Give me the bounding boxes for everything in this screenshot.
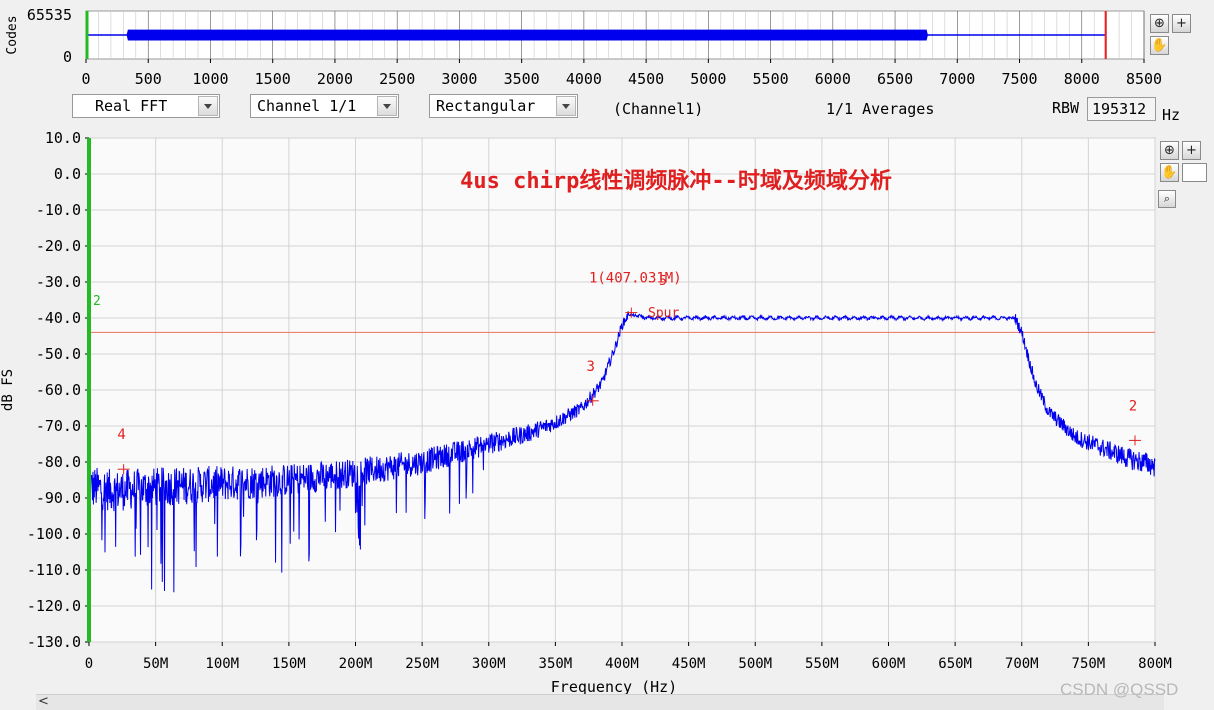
spectrum-xlabel: Frequency (Hz)	[551, 678, 677, 696]
spectrum-y-tick-label: -100.0	[27, 525, 81, 543]
time-x-tick-label: 500	[135, 70, 162, 88]
spectrum-x-tick-label: 800M	[1138, 656, 1172, 672]
spectrum-x-tick-label: 350M	[539, 656, 573, 672]
horizontal-scrollbar[interactable]: <	[36, 694, 1164, 710]
time-x-tick-label: 2000	[317, 70, 353, 88]
spectrum-y-tick-label: -110.0	[27, 561, 81, 579]
time-x-tick-label: 3500	[504, 70, 540, 88]
spectrum-y-tick-label: -10.0	[36, 201, 81, 219]
spectrum-x-tick-label: 550M	[805, 656, 839, 672]
watermark: CSDN @QSSD	[1060, 680, 1179, 699]
spectrum-y-tick-label: -90.0	[36, 489, 81, 507]
time-ytick-min: 0	[63, 48, 72, 66]
plus-icon[interactable]: +	[1182, 141, 1201, 160]
spectrum-x-tick-label: 500M	[738, 656, 772, 672]
time-x-tick-label: 0	[81, 70, 90, 88]
spectrum-y-tick-label: 10.0	[45, 129, 81, 147]
spectrum-title: 4us chirp线性调频脉冲--时域及频域分析	[460, 168, 892, 194]
time-x-tick-label: 2500	[379, 70, 415, 88]
magnifier-icon[interactable]: ⌕	[1158, 190, 1176, 208]
time-x-tick-label: 6500	[877, 70, 913, 88]
spectrum-x-tick-label: 600M	[872, 656, 906, 672]
time-ytick-max: 65535	[27, 6, 72, 24]
time-x-tick-label: 7500	[1001, 70, 1037, 88]
time-x-tick-label: 4500	[628, 70, 664, 88]
spectrum-y-tick-label: -120.0	[27, 597, 81, 615]
spectrum-x-tick-label: 400M	[605, 656, 639, 672]
time-x-tick-label: 3000	[441, 70, 477, 88]
rbw-field[interactable]: 195312	[1087, 97, 1156, 121]
spectrum-y-tick-label: -70.0	[36, 417, 81, 435]
time-x-tick-label: 1000	[192, 70, 228, 88]
fft-type-value: Real FFT	[95, 97, 168, 115]
blank-tool[interactable]	[1182, 163, 1207, 182]
spectrum-x-tick-label: 650M	[938, 656, 972, 672]
spectrum-y-tick-label: -20.0	[36, 237, 81, 255]
channel-name: (Channel1)	[613, 100, 704, 118]
spectrum-y-tick-label: -130.0	[27, 633, 81, 651]
spectrum-x-tick-label: 200M	[339, 656, 373, 672]
window-select[interactable]: Rectangular	[429, 94, 578, 118]
hand-icon[interactable]: ✋	[1160, 163, 1179, 182]
spectrum-y-tick-label: 0.0	[54, 165, 81, 183]
spur-label: Spur	[648, 306, 679, 321]
time-x-tick-label: 8000	[1064, 70, 1100, 88]
marker-label: 3	[586, 359, 594, 375]
spectrum-x-tick-label: 100M	[205, 656, 239, 672]
time-x-tick-label: 5500	[753, 70, 789, 88]
spectrum-x-tick-label: 250M	[405, 656, 439, 672]
time-x-tick-label: 8500	[1126, 70, 1162, 88]
spectrum-x-tick-label: 450M	[672, 656, 706, 672]
left-cursor-label: 2	[93, 294, 101, 309]
channel-value: Channel 1/1	[257, 97, 357, 115]
marker-label: 2	[1129, 398, 1137, 414]
plus-icon[interactable]: +	[1172, 14, 1191, 33]
time-x-tick-label: 5000	[690, 70, 726, 88]
zoom-icon[interactable]: ⊕	[1160, 141, 1179, 160]
rbw-value: 195312	[1092, 100, 1147, 118]
fft-type-select[interactable]: Real FFT	[72, 94, 220, 118]
marker-label: 1(407.031M)	[589, 271, 682, 287]
spectrum-x-tick-label: 50M	[143, 656, 168, 672]
time-ylabel: Codes	[5, 15, 20, 54]
chevron-down-icon	[556, 96, 576, 116]
spectrum-y-tick-label: -40.0	[36, 309, 81, 327]
spectrum-y-tick-label: -60.0	[36, 381, 81, 399]
spectrum-x-tick-label: 750M	[1072, 656, 1106, 672]
marker-label: 4	[117, 427, 125, 443]
window-value: Rectangular	[436, 97, 536, 115]
spectrum-y-tick-label: -80.0	[36, 453, 81, 471]
chevron-down-icon	[377, 96, 397, 116]
time-x-tick-label: 4000	[566, 70, 602, 88]
zoom-icon[interactable]: ⊕	[1150, 14, 1169, 33]
spectrum-x-tick-label: 0	[85, 656, 93, 672]
time-x-tick-label: 7000	[939, 70, 975, 88]
averages-label: 1/1 Averages	[826, 100, 935, 118]
rbw-unit: Hz	[1162, 106, 1181, 124]
time-x-tick-label: 6000	[815, 70, 851, 88]
spectrum-y-tick-label: -50.0	[36, 345, 81, 363]
spectrum-x-tick-label: 300M	[472, 656, 506, 672]
time-x-tick-label: 1500	[255, 70, 291, 88]
hand-icon[interactable]: ✋	[1150, 36, 1169, 55]
chevron-left-icon[interactable]: <	[38, 694, 49, 709]
spectrum-series-line	[88, 311, 1156, 593]
spectrum-y-tick-label: -30.0	[36, 273, 81, 291]
spectrum-ylabel: dB FS	[0, 369, 16, 411]
time-domain-chart: 0 500 1000 1500 2000 2500 3000 3500 4000 4500 5000…	[5, 6, 1162, 88]
marker5-label: 5	[659, 274, 667, 289]
spectrum-x-tick-label: 700M	[1005, 656, 1039, 672]
spectrum-x-tick-label: 150M	[272, 656, 306, 672]
chevron-down-icon	[198, 96, 218, 116]
rbw-label: RBW	[1052, 99, 1080, 117]
channel-select[interactable]: Channel 1/1	[250, 94, 399, 118]
